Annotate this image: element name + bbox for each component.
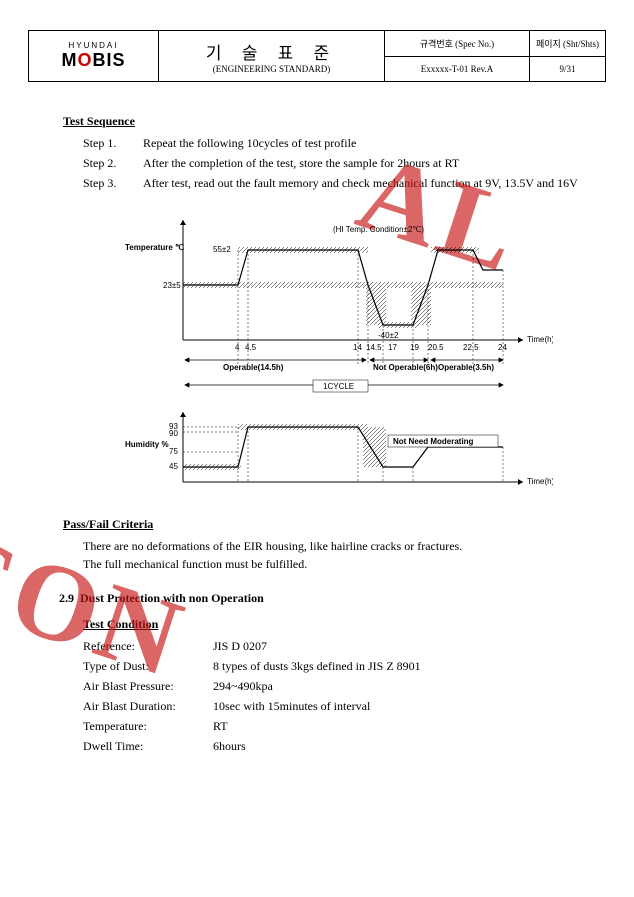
svg-text:24: 24 (498, 343, 507, 352)
svg-text:14: 14 (353, 343, 362, 352)
svg-text:(HI Temp. Condition±2℃): (HI Temp. Condition±2℃) (333, 225, 424, 234)
header-meta: 규격번호 (Spec No.) 페이지 (Sht/Shts) Exxxxx-T-… (385, 31, 605, 81)
brand-small: HYUNDAI (68, 41, 118, 50)
svg-text:19: 19 (410, 343, 419, 352)
svg-text:75: 75 (169, 447, 178, 456)
spec-label: 규격번호 (Spec No.) (385, 31, 530, 56)
pass-fail-section: Pass/Fail Criteria There are no deformat… (63, 515, 586, 573)
content: Test Sequence Step 1.Repeat the followin… (28, 82, 606, 755)
logo: HYUNDAI MOBIS (29, 31, 159, 81)
doc-header: HYUNDAI MOBIS 기 술 표 준 (ENGINEERING STAND… (28, 30, 606, 82)
svg-text:Operable(14.5h): Operable(14.5h) (223, 363, 284, 372)
doc-title: 기 술 표 준 (ENGINEERING STANDARD) (159, 31, 385, 81)
pf-heading: Pass/Fail Criteria (63, 515, 586, 533)
cond-row: Air Blast Pressure:294~490kpa (63, 677, 586, 695)
svg-text:45: 45 (169, 462, 178, 471)
svg-text:-40±2: -40±2 (378, 331, 399, 340)
cond-row: Reference:JIS D 0207 (63, 637, 586, 655)
step-row: Step 1.Repeat the following 10cycles of … (63, 134, 586, 152)
svg-text:Temperature ℃: Temperature ℃ (125, 243, 184, 252)
svg-text:20.5: 20.5 (428, 343, 444, 352)
svg-text:Time(h): Time(h) (527, 335, 553, 344)
svg-text:4: 4 (235, 343, 240, 352)
page-value: 9/31 (530, 57, 605, 82)
page-label: 페이지 (Sht/Shts) (530, 31, 605, 56)
svg-text:90: 90 (169, 429, 178, 438)
step-row: Step 2.After the completion of the test,… (63, 154, 586, 172)
page: CON AL HYUNDAI MOBIS 기 술 표 준 (ENGINEERIN… (0, 0, 634, 897)
section-2-9: 2.9 Dust Protection with non Operation (59, 589, 586, 607)
test-condition-heading: Test Condition (63, 615, 586, 633)
svg-text:Humidity %: Humidity % (125, 440, 169, 449)
pf-line: The full mechanical function must be ful… (63, 555, 586, 573)
cond-row: Type of Dust:8 types of dusts 3kgs defin… (63, 657, 586, 675)
svg-text:4.5: 4.5 (245, 343, 257, 352)
profile-chart: (HI Temp. Condition±2℃) 55±2 23±5 -40±2 … (123, 212, 586, 497)
title-kr: 기 술 표 준 (206, 39, 337, 64)
cond-row: Air Blast Duration:10sec with 15minutes … (63, 697, 586, 715)
svg-text:Operable(3.5h): Operable(3.5h) (438, 363, 494, 372)
pf-line: There are no deformations of the EIR hou… (63, 537, 586, 555)
cond-row: Temperature:RT (63, 717, 586, 735)
svg-text:Not Need Moderating: Not Need Moderating (393, 437, 474, 446)
cond-row: Dwell Time:6hours (63, 737, 586, 755)
svg-text:1CYCLE: 1CYCLE (323, 382, 354, 391)
test-sequence-heading: Test Sequence (63, 112, 586, 130)
svg-text:22.5: 22.5 (463, 343, 479, 352)
title-en: (ENGINEERING STANDARD) (213, 64, 331, 74)
svg-text:Not Operable(6h): Not Operable(6h) (373, 363, 438, 372)
brand-big: MOBIS (61, 50, 125, 71)
svg-text:17: 17 (388, 343, 397, 352)
svg-text:Time(h): Time(h) (527, 477, 553, 486)
svg-text:55±2: 55±2 (213, 245, 231, 254)
svg-text:23±5: 23±5 (163, 281, 181, 290)
spec-value: Exxxxx-T-01 Rev.A (385, 57, 530, 82)
svg-text:14.5: 14.5 (366, 343, 382, 352)
step-row: Step 3.After test, read out the fault me… (63, 174, 586, 192)
